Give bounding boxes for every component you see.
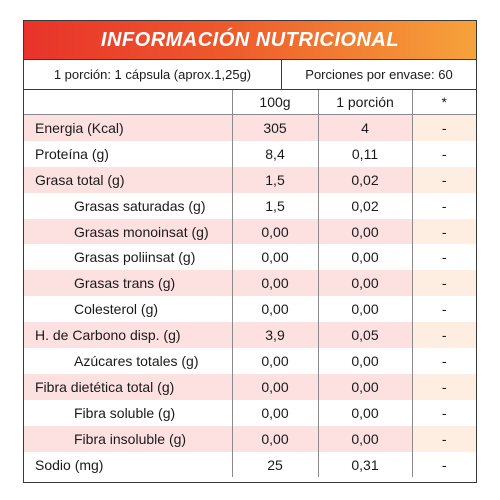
table-row: Grasas trans (g) 0,00 0,00- [24,270,476,297]
value-100g-cell: 0,00 [231,270,318,297]
header-cell-portion: 1 porción [317,90,412,115]
nutrient-name-cell: Grasas poliinsat (g) [74,249,196,266]
nutrient-name-cell: Fibra insoluble (g) [24,425,232,452]
value-percent-cell: - [411,322,476,349]
value-percent-cell: - [411,140,476,167]
value-portion-cell: 0,02 [317,166,412,193]
value-portion-cell: 0,00 [317,218,412,245]
serving-size: 1 porción: 1 cápsula (aprox.1,25g) [24,60,282,89]
value-100g-cell: 0,00 [231,399,318,426]
value-percent-cell: - [411,425,476,452]
nutrient-name-cell: Grasa total (g) [24,166,232,193]
nutrient-name-cell: Colesterol (g) [74,301,159,318]
value-portion-cell: 0,02 [317,192,412,219]
value-100g-cell: 8,4 [231,140,318,167]
table-row: Grasas monoinsat (g) 0,00 0,00- [24,218,476,245]
value-100g-cell: 1,5 [231,166,318,193]
table-row: Grasas poliinsat (g) 0,00 0,00- [24,244,476,271]
nutrient-name-cell: Fibra dietética total (g) [24,373,232,400]
nutrient-name-cell: Grasas trans (g) [24,270,232,297]
nutrient-name-cell: Sodio (mg) [35,456,104,473]
value-percent-cell: - [411,451,476,478]
table-row: Grasas saturadas (g) 1,5 0,02- [24,192,476,219]
value-portion-cell: 0,00 [317,244,412,271]
table-row: H. de Carbono disp. (g) 3,9 0,05- [24,322,476,349]
table-row: Azúcares totales (g) 0,00 0,00- [24,348,476,374]
value-100g-cell: 0,00 [231,296,318,323]
header-cell-100g: 100g [231,90,318,115]
nutrition-facts-panel: INFORMACIÓN NUTRICIONAL 1 porción: 1 cáp… [23,20,477,483]
value-portion-cell: 0,00 [317,296,412,323]
value-percent-cell: - [411,114,476,141]
value-percent-cell: - [411,270,476,297]
value-percent-cell: - [411,399,476,426]
value-100g-cell: 1,5 [231,192,318,219]
nutrient-name-cell: Fibra soluble (g) [74,404,176,421]
value-100g-cell: 3,9 [231,322,318,349]
value-percent-cell: - [411,244,476,271]
value-100g-cell: 0,00 [231,348,318,374]
table-row: Colesterol (g) 0,00 0,00- [24,296,476,323]
header-cell-percent: * [411,90,476,115]
value-percent-cell: - [411,218,476,245]
value-percent-cell: - [411,348,476,374]
table-row: Sodio (mg) 25 0,31- [24,451,476,478]
value-100g-cell: 0,00 [231,218,318,245]
nutrient-name-cell: Azúcares totales (g) [74,352,199,369]
value-percent-cell: - [411,296,476,323]
value-percent-cell: - [411,166,476,193]
value-100g-cell: 25 [231,451,318,478]
value-portion-cell: 0,00 [317,348,412,374]
title-banner: INFORMACIÓN NUTRICIONAL [24,21,476,60]
serving-info-row: 1 porción: 1 cápsula (aprox.1,25g) Porci… [24,60,476,90]
nutrient-name-cell: Grasas saturadas (g) [74,197,206,214]
table-row: Energia (Kcal) 305 4- [24,114,476,141]
value-100g-cell: 0,00 [231,373,318,400]
table-row: Fibra dietética total (g) 0,00 0,00- [24,373,476,400]
value-portion-cell: 0,00 [317,373,412,400]
value-100g-cell: 305 [231,114,318,141]
value-100g-cell: 0,00 [231,244,318,271]
value-percent-cell: - [411,373,476,400]
value-portion-cell: 0,11 [317,140,412,167]
table-row: Grasa total (g) 1,5 0,02- [24,166,476,193]
value-portion-cell: 0,00 [317,425,412,452]
value-portion-cell: 0,00 [317,270,412,297]
value-portion-cell: 0,31 [317,451,412,478]
value-portion-cell: 0,05 [317,322,412,349]
table-row: Fibra soluble (g) 0,00 0,00- [24,399,476,426]
table-header-row: 100g 1 porción * [24,90,476,115]
value-percent-cell: - [411,192,476,219]
servings-per-container: Porciones por envase: 60 [305,67,453,82]
table-row: Proteína (g) 8,4 0,11- [24,140,476,167]
page-title: INFORMACIÓN NUTRICIONAL [100,28,400,51]
nutrient-name-cell: Grasas monoinsat (g) [24,218,232,245]
table-row: Fibra insoluble (g) 0,00 0,00- [24,425,476,452]
nutrient-name-cell: H. de Carbono disp. (g) [24,322,232,349]
value-100g-cell: 0,00 [231,425,318,452]
header-cell-nutrient [24,90,232,115]
value-portion-cell: 0,00 [317,399,412,426]
nutrient-name-cell: Energia (Kcal) [24,114,232,141]
value-portion-cell: 4 [317,114,412,141]
nutrient-name-cell: Proteína (g) [35,145,109,162]
nutrition-table: 100g 1 porción * Energia (Kcal) 305 4- Prot… [24,90,476,478]
